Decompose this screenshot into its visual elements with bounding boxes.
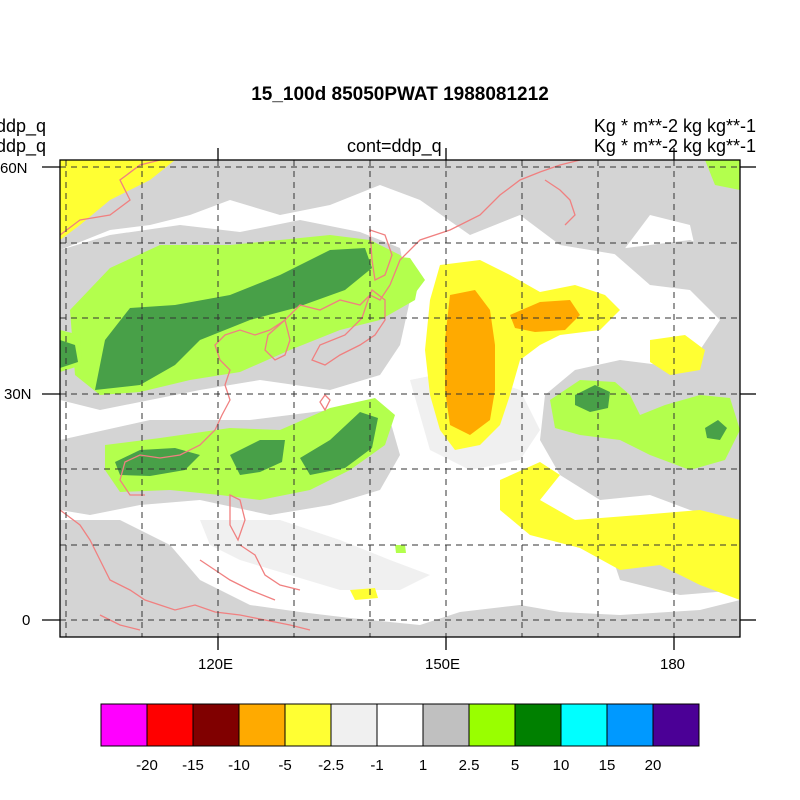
colorbar-swatch-7 [422, 703, 470, 747]
field-grey-east [540, 240, 740, 520]
left-label-1: ddp_q [0, 116, 47, 136]
right-label-2: Kg * m**-2 kg kg**-1 [593, 136, 756, 156]
colorbar-swatch-1 [146, 703, 194, 747]
field-orange-east [510, 300, 580, 332]
colorbar-swatch-5 [330, 703, 378, 747]
field-green-left [60, 340, 78, 368]
plot-title: 15_100d 85050PWAT 1988081212 [251, 84, 549, 105]
field-green-north [95, 248, 372, 390]
colorbar-swatch-3 [238, 703, 286, 747]
colorbar-label-4: -2.5 [318, 757, 344, 774]
colorbar-swatch-10 [560, 703, 608, 747]
colorbar-label-6: 1 [418, 757, 428, 774]
colorbar-label-1: -15 [182, 757, 204, 774]
field-green-east-2 [705, 420, 727, 440]
field-yellow-small [350, 588, 378, 600]
colorbar-swatch-12 [652, 703, 700, 747]
lat-tick-0: 0 [22, 612, 31, 629]
colorbar-label-9: 10 [552, 757, 570, 774]
axis-ticks [42, 148, 756, 650]
colorbar-label-2: -10 [228, 757, 250, 774]
field-green-south-2 [230, 440, 285, 475]
left-label-2: ddp_q [0, 136, 47, 156]
field-green-south-3 [300, 412, 378, 475]
colorbar-label-0: -20 [136, 757, 158, 774]
field-yellow-nw [60, 160, 175, 240]
field-orange-center [445, 290, 495, 435]
right-label-1: Kg * m**-2 kg kg**-1 [593, 116, 756, 136]
field-green-east-1 [575, 385, 610, 412]
colorbar-label-7: 2.5 [458, 757, 480, 774]
colorbar-label-5: -1 [370, 757, 384, 774]
field-yellow-east [650, 335, 705, 375]
colorbar-swatch-0 [100, 703, 148, 747]
colorbar [100, 703, 700, 747]
lon-tick-120e: 120E [198, 656, 234, 673]
colorbar-label-3: -5 [278, 757, 292, 774]
field-yellow-se [500, 462, 740, 600]
colorbar-swatch-11 [606, 703, 654, 747]
field-lightgreen-japan [380, 255, 425, 300]
lat-tick-60n: 60N [0, 160, 28, 177]
field-lightgreen-tiny [395, 545, 406, 553]
field-grey-north [60, 160, 740, 280]
coastlines [60, 160, 581, 631]
anomaly-field [60, 160, 740, 637]
colorbar-swatch-6 [376, 703, 424, 747]
colorbar-label-10: 15 [598, 757, 616, 774]
colorbar-swatch-2 [192, 703, 240, 747]
colorbar-swatch-9 [514, 703, 562, 747]
colorbar-swatch-4 [284, 703, 332, 747]
colorbar-swatch-8 [468, 703, 516, 747]
colorbar-label-11: 20 [644, 757, 662, 774]
map-frame [59, 159, 741, 638]
lon-tick-180: 180 [660, 656, 686, 673]
field-lightgrey-south [200, 520, 430, 590]
graticule [60, 160, 740, 637]
field-grey-sw [60, 520, 740, 637]
lon-tick-150e: 150E [425, 656, 461, 673]
lat-tick-30n: 30N [4, 386, 32, 403]
colorbar-label-8: 5 [510, 757, 520, 774]
center-label: cont=ddp_q [347, 136, 442, 156]
